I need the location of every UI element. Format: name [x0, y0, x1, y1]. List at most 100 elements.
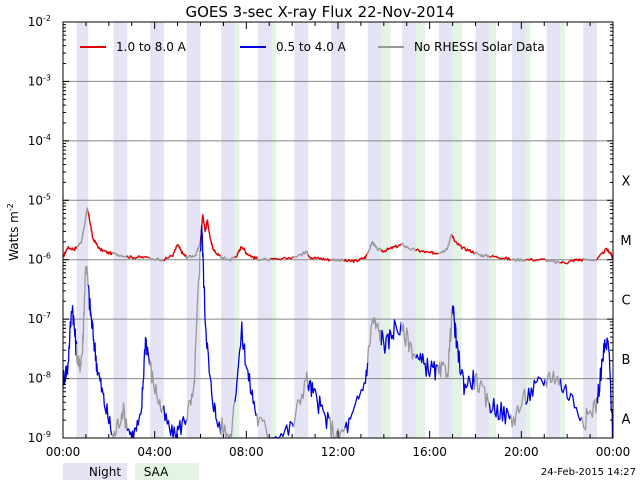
series-line	[163, 405, 187, 439]
series-line	[473, 372, 490, 408]
series-line	[148, 360, 165, 414]
y-tick-label: 10-2	[28, 14, 51, 29]
series-line	[185, 241, 201, 260]
series-line	[366, 316, 382, 363]
y-tick-label: 10-6	[28, 252, 51, 267]
series-line	[234, 246, 258, 260]
flare-class-label: X	[622, 175, 631, 190]
saa-band	[525, 22, 531, 438]
series-line	[219, 255, 235, 262]
series-line	[256, 257, 271, 262]
series-short-wave	[62, 225, 614, 439]
saa-band	[234, 22, 240, 438]
y-axis-ticks: 10-2 10-3 10-4 10-5 10-6 10-7 10-8 10-9	[28, 14, 613, 445]
series-line	[234, 321, 258, 417]
saa-label: SAA	[144, 465, 169, 479]
legend-label: No RHESSI Solar Data	[414, 40, 545, 54]
series-line	[451, 235, 475, 255]
series-line	[451, 305, 476, 396]
night-label: Night	[89, 465, 122, 479]
saa-band	[452, 22, 462, 438]
night-band	[512, 22, 526, 438]
series-line	[525, 257, 546, 262]
series-line	[415, 352, 439, 381]
series-line	[544, 259, 561, 265]
night-band	[257, 22, 272, 438]
series-line	[76, 207, 89, 248]
series-line	[220, 401, 236, 439]
orbit-bands	[76, 22, 597, 438]
x-tick-label: 20:00	[504, 445, 539, 459]
x-axis-ticks: 00:00 04:00 08:00 12:00 16:00 20:00 00:00	[46, 22, 630, 459]
night-band	[583, 22, 597, 438]
night-band	[367, 22, 382, 438]
series-line	[380, 319, 402, 354]
series-line	[126, 254, 150, 260]
series-line	[437, 305, 454, 379]
series-line	[111, 251, 128, 258]
series-line	[111, 402, 128, 438]
series-line	[366, 240, 382, 255]
series-line	[489, 254, 512, 261]
night-band	[331, 22, 345, 438]
series-line	[415, 248, 439, 255]
series-line	[559, 258, 584, 265]
y-tick-label: 10-3	[28, 73, 51, 88]
x-tick-label: 04:00	[137, 445, 172, 459]
night-band	[113, 22, 128, 438]
series-line	[186, 250, 201, 421]
flare-class-label: B	[622, 353, 631, 368]
series-line	[199, 225, 222, 435]
series-line	[126, 336, 151, 439]
series-line	[270, 256, 294, 261]
flare-class-label: A	[622, 412, 631, 427]
flare-class-labels: X M C B A	[620, 175, 631, 428]
series-line	[307, 254, 331, 262]
series-line	[62, 305, 78, 387]
series-line	[199, 214, 221, 257]
legend: 1.0 to 8.0 A 0.5 to 4.0 A No RHESSI Solar …	[80, 40, 545, 54]
series-line	[473, 251, 490, 258]
night-band	[186, 22, 201, 438]
series-long-wave	[62, 207, 614, 265]
y-tick-label: 10-7	[28, 311, 51, 326]
series-line	[438, 233, 454, 255]
night-band	[475, 22, 490, 438]
y-tick-label: 10-8	[28, 371, 51, 386]
x-tick-label: 12:00	[321, 445, 356, 459]
night-band	[402, 22, 416, 438]
generated-timestamp: 24-Feb-2015 14:27	[541, 467, 636, 478]
series-line	[307, 379, 331, 430]
series-line	[344, 362, 369, 434]
night-band	[150, 22, 164, 438]
series-line	[596, 247, 614, 261]
flare-class-label: M	[620, 234, 631, 249]
series-line	[343, 253, 368, 264]
series-line	[581, 397, 598, 431]
saa-band	[381, 22, 391, 438]
series-line	[380, 243, 402, 253]
y-tick-label: 10-9	[28, 430, 51, 445]
series-line	[400, 242, 416, 252]
series-layer	[62, 207, 614, 439]
series-line	[582, 257, 598, 262]
series-line	[510, 257, 527, 262]
series-line	[510, 388, 527, 428]
series-line	[525, 376, 546, 405]
series-line	[75, 265, 89, 373]
series-line	[149, 257, 164, 262]
series-line	[488, 398, 512, 425]
series-line	[163, 243, 187, 262]
saa-band	[560, 22, 565, 438]
night-band	[294, 22, 309, 438]
legend-label: 0.5 to 4.0 A	[276, 40, 347, 54]
x-tick-label: 16:00	[412, 445, 447, 459]
x-tick-label: 08:00	[229, 445, 264, 459]
series-line	[596, 337, 614, 439]
night-band	[221, 22, 235, 438]
y-tick-label: 10-4	[28, 133, 51, 148]
series-line	[544, 370, 561, 388]
y-tick-label: 10-5	[28, 192, 51, 207]
saa-band	[271, 22, 277, 438]
